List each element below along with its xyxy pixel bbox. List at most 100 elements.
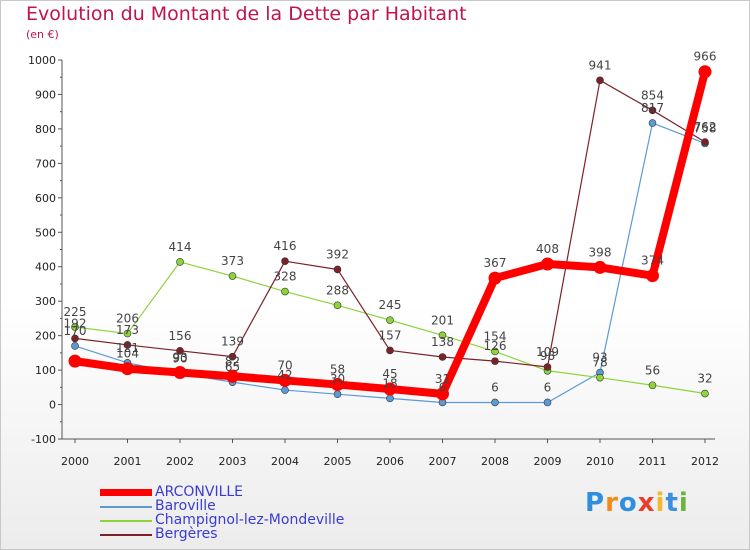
data-label-berg-res: 762 [694, 120, 717, 134]
y-tick-label: 100 [35, 364, 56, 377]
logo-letter: r [605, 488, 619, 518]
y-tick-label: 600 [35, 192, 56, 205]
logo-letter: o [618, 488, 638, 518]
chart-subtitle: (en €) [26, 28, 59, 41]
data-label-berg-res: 854 [641, 88, 664, 102]
data-point-champignol-lez-mondeville [596, 373, 604, 382]
data-point-arconville [278, 373, 292, 387]
data-label-baroville: 758 [694, 121, 717, 135]
data-label-berg-res: 416 [274, 239, 297, 253]
x-tick-label: 2000 [61, 455, 89, 468]
data-label-arconville: 398 [589, 245, 612, 259]
data-point-arconville [121, 362, 134, 376]
data-label-baroville: 817 [641, 101, 664, 115]
data-point-baroville [386, 394, 394, 403]
data-label-champignol-lez-mondeville: 98 [540, 349, 555, 363]
legend-swatch-champignol [100, 520, 152, 522]
data-point-champignol-lez-mondeville [123, 329, 132, 338]
x-tick-label: 2003 [219, 455, 247, 468]
x-tick-label: 2010 [586, 455, 614, 468]
data-label-berg-res: 156 [169, 329, 192, 343]
proxiti-logo: Proxiti [585, 488, 689, 518]
data-point-champignol-lez-mondeville [701, 389, 709, 398]
data-label-champignol-lez-mondeville: 373 [221, 254, 244, 268]
data-label-arconville: 45 [382, 367, 397, 381]
legend-swatch-arconville [100, 489, 152, 496]
data-label-baroville: 93 [592, 351, 607, 365]
data-point-berg-res [228, 352, 237, 361]
data-label-baroville: 170 [64, 324, 87, 338]
y-tick-label: -100 [31, 433, 56, 446]
x-tick-label: 2006 [376, 455, 404, 468]
x-tick-label: 2001 [114, 455, 142, 468]
logo-letter: P [585, 488, 606, 518]
data-label-arconville: 104 [116, 347, 139, 361]
series-line-baroville [74, 122, 706, 404]
logo-letter: i [678, 488, 689, 518]
data-point-champignol-lez-mondeville [71, 323, 79, 331]
data-label-baroville: 18 [382, 376, 397, 390]
data-label-champignol-lez-mondeville: 78 [592, 356, 607, 370]
data-label-champignol-lez-mondeville: 245 [379, 298, 402, 312]
data-label-arconville: 70 [277, 358, 292, 372]
x-tick-label: 2011 [639, 455, 667, 468]
data-point-berg-res [438, 353, 447, 361]
legend-label-champignol: Champignol-lez-Mondeville [155, 512, 345, 528]
data-label-arconville: 31 [435, 372, 450, 386]
data-label-baroville: 6 [491, 380, 499, 394]
data-point-berg-res [648, 106, 657, 115]
data-label-berg-res: 139 [221, 335, 244, 349]
data-label-berg-res: 392 [326, 247, 349, 261]
data-point-baroville [648, 119, 657, 127]
data-point-baroville [71, 342, 79, 350]
legend-label-bergeres: Bergères [155, 526, 218, 542]
y-tick-label: 500 [35, 226, 56, 239]
data-point-arconville [226, 369, 239, 383]
data-label-arconville: 408 [536, 242, 559, 256]
data-point-berg-res [543, 363, 552, 371]
data-point-arconville [698, 65, 712, 79]
data-label-baroville: 42 [277, 368, 292, 382]
data-label-berg-res: 157 [379, 328, 402, 342]
data-point-berg-res [71, 334, 79, 343]
x-tick-label: 2008 [481, 455, 509, 468]
data-label-arconville: 367 [484, 256, 507, 270]
data-point-berg-res [596, 76, 604, 85]
y-tick-label: 200 [35, 330, 56, 343]
y-tick-label: 400 [35, 261, 56, 274]
data-point-arconville [68, 354, 82, 368]
data-label-baroville: 6 [544, 380, 552, 394]
data-point-berg-res [701, 138, 709, 146]
data-label-champignol-lez-mondeville: 225 [64, 305, 87, 319]
data-point-berg-res [123, 341, 132, 349]
logo-letter: t [665, 488, 679, 518]
data-label-champignol-lez-mondeville: 288 [326, 283, 349, 297]
data-point-champignol-lez-mondeville [386, 316, 394, 324]
data-label-champignol-lez-mondeville: 32 [697, 372, 712, 386]
data-point-champignol-lez-mondeville [281, 287, 289, 296]
y-tick-label: 0 [49, 399, 56, 412]
data-point-berg-res [333, 265, 342, 274]
data-point-champignol-lez-mondeville [438, 331, 447, 340]
y-tick-label: 900 [35, 88, 56, 101]
data-point-champignol-lez-mondeville [491, 347, 499, 356]
data-point-arconville [173, 366, 187, 380]
data-label-champignol-lez-mondeville: 206 [116, 312, 139, 326]
data-label-berg-res: 109 [536, 345, 559, 359]
chart-title: Evolution du Montant de la Dette par Hab… [26, 3, 467, 25]
y-tick-label: 1000 [28, 54, 56, 67]
legend-swatch-baroville [100, 506, 152, 508]
data-label-baroville: 121 [116, 341, 139, 355]
x-tick-label: 2009 [534, 455, 562, 468]
data-point-champignol-lez-mondeville [648, 381, 657, 390]
data-point-arconville [383, 382, 397, 396]
x-tick-label: 2007 [429, 455, 457, 468]
data-label-champignol-lez-mondeville: 201 [431, 313, 454, 327]
data-label-arconville: 58 [330, 363, 345, 377]
logo-letter: x [637, 488, 656, 518]
y-tick-label: 800 [35, 123, 56, 136]
data-point-arconville [646, 269, 659, 283]
data-point-baroville [491, 398, 499, 407]
data-point-baroville [281, 386, 289, 394]
